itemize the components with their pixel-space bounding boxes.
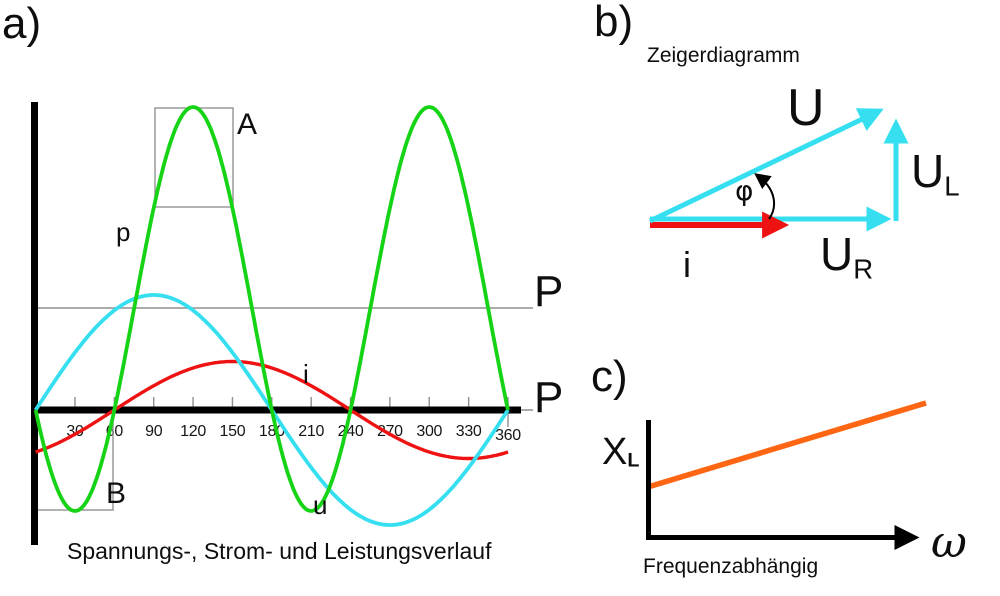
tick-label-240: 240 bbox=[338, 423, 364, 440]
x-axis bbox=[31, 406, 521, 414]
phasor-title: Zeigerdiagramm bbox=[647, 44, 800, 67]
phase-angle-arc bbox=[754, 173, 776, 220]
tick-label-90: 90 bbox=[145, 423, 163, 440]
ul-main: U bbox=[911, 145, 945, 197]
tick-label-360: 360 bbox=[495, 427, 521, 444]
xl-chart bbox=[646, 400, 927, 550]
avg-power-label: P bbox=[534, 267, 564, 316]
xl-line bbox=[647, 400, 927, 490]
voltage-curve-label: u bbox=[313, 490, 328, 520]
panel-c-label: c) bbox=[591, 352, 628, 401]
vector-ul-label: UL bbox=[911, 148, 960, 200]
vector-u-label: U bbox=[787, 79, 825, 137]
xl-subscript: L bbox=[627, 449, 640, 472]
x-axis-ticks: 30 60 90 120 150 180 210 240 270 300 330 360 bbox=[66, 397, 522, 444]
tick-label-300: 300 bbox=[416, 423, 442, 440]
tick-label-120: 120 bbox=[180, 423, 206, 440]
axis-power-label: P bbox=[534, 373, 564, 422]
ul-subscript: L bbox=[944, 170, 960, 202]
vector-ur-label: UR bbox=[820, 231, 873, 283]
y-axis bbox=[31, 102, 38, 545]
tick-label-150: 150 bbox=[220, 423, 246, 440]
panel-b-label: b) bbox=[594, 0, 634, 46]
area-a-label: A bbox=[237, 108, 258, 141]
xl-main: X bbox=[602, 431, 628, 473]
xl-axis-label: XL bbox=[602, 433, 639, 471]
current-curve-label: i bbox=[303, 359, 309, 389]
power-curve bbox=[33, 105, 510, 513]
panel-a-label: a) bbox=[2, 0, 42, 48]
panel-c-caption: Frequenzabhängig bbox=[643, 555, 819, 578]
tick-label-210: 210 bbox=[298, 423, 324, 440]
vector-i-label: i bbox=[683, 244, 691, 285]
phasor-diagram bbox=[648, 108, 909, 239]
waveform-chart: 30 60 90 120 150 180 210 240 270 300 330 360 bbox=[31, 102, 533, 545]
ur-subscript: R bbox=[853, 253, 874, 285]
omega-axis-label: ω bbox=[931, 517, 967, 568]
panel-a-caption: Spannungs-, Strom- und Leistungsverlauf bbox=[67, 538, 492, 564]
tick-label-330: 330 bbox=[456, 423, 482, 440]
tick-label-270: 270 bbox=[377, 423, 403, 440]
vector-u bbox=[648, 108, 884, 224]
area-b-label: B bbox=[106, 477, 127, 510]
phase-angle-label: φ bbox=[735, 174, 754, 207]
power-curve-label: p bbox=[116, 217, 131, 247]
ur-main: U bbox=[820, 228, 854, 280]
